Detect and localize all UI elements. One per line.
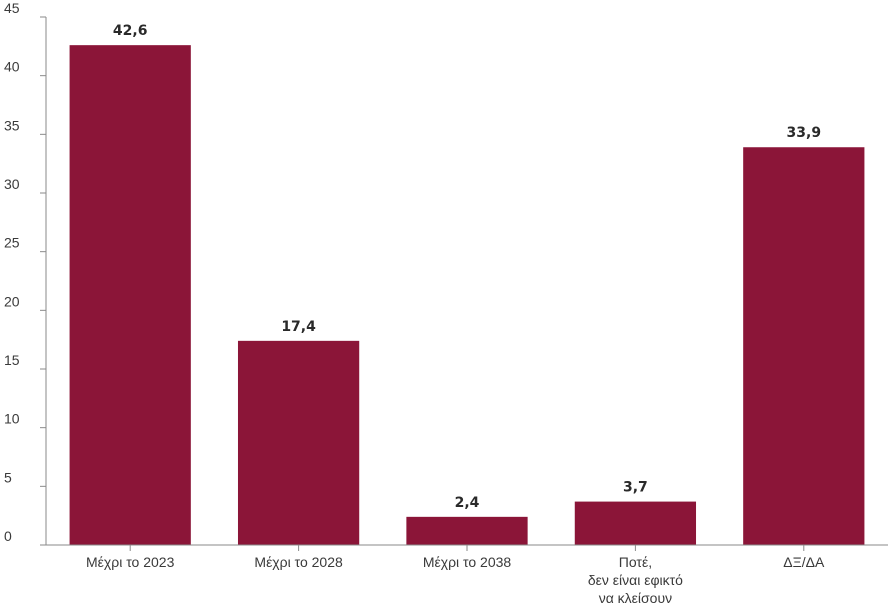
bar-value-label: 42,6 [113, 23, 148, 39]
bar-value-label: 33,9 [787, 125, 822, 141]
bar-value-label: 2,4 [455, 495, 480, 511]
x-category-label: Μέχρι το 2028 [254, 554, 343, 570]
bar [574, 501, 697, 545]
y-tick-label: 30 [4, 176, 20, 192]
y-axis: 0 5 10 15 20 25 30 35 40 45 [4, 0, 47, 546]
y-tick-label: 20 [4, 293, 20, 309]
bar [406, 516, 528, 545]
y-tick-label: 40 [4, 59, 20, 75]
y-tick-label: 10 [4, 411, 20, 427]
bar [237, 340, 360, 545]
y-tick-label: 0 [4, 528, 12, 544]
bar-value-label: 17,4 [281, 319, 316, 335]
y-tick-label: 45 [4, 0, 20, 16]
x-category-label: Ποτέ, [619, 554, 652, 570]
x-category-label: Μέχρι το 2023 [86, 554, 175, 570]
bar-value-label: 3,7 [623, 480, 648, 496]
y-tick-label: 25 [4, 235, 20, 251]
x-axis: Μέχρι το 2023 Μέχρι το 2028 Μέχρι το 2038 Π… [46, 544, 888, 606]
bar [69, 45, 191, 545]
bar [743, 147, 865, 546]
x-category-label: ΔΞ/ΔΑ [783, 554, 825, 570]
y-tick-label: 35 [4, 117, 20, 133]
x-category-label: να κλείσουν [599, 590, 672, 606]
y-tick-label: 15 [4, 352, 20, 368]
x-category-label: Μέχρι το 2038 [423, 554, 512, 570]
y-tick-label: 5 [4, 469, 12, 485]
bars: 42,6 17,4 2,4 3,7 33,9 [69, 23, 865, 546]
x-category-label: δεν είναι εφικτό [588, 572, 683, 588]
